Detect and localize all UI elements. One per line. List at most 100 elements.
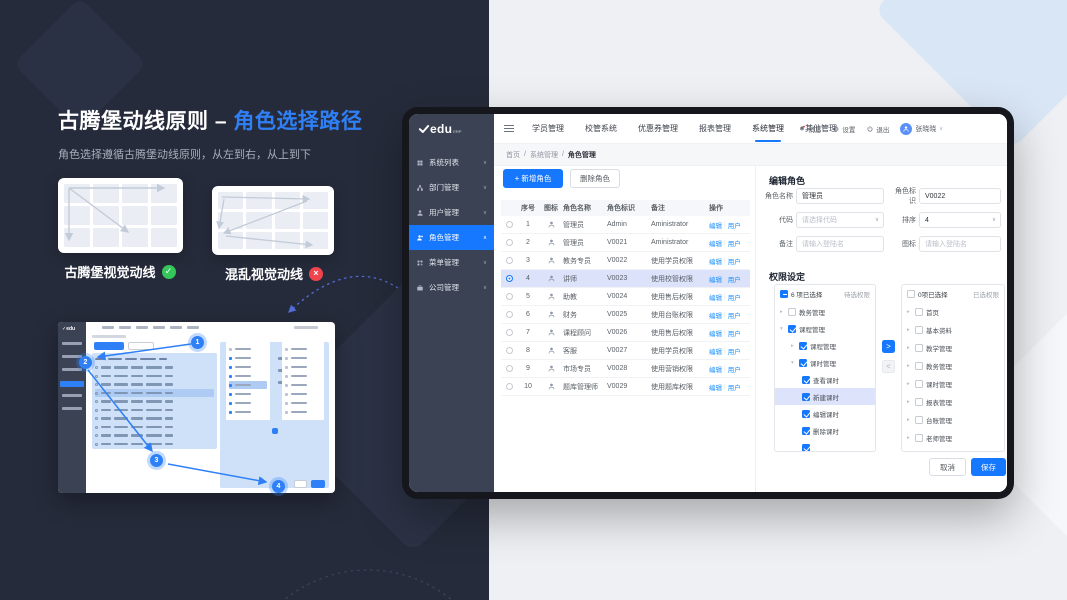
permission-list-item[interactable]: ▸ 教务管理 bbox=[902, 357, 1004, 375]
row-radio[interactable] bbox=[505, 383, 513, 390]
top-nav-item-3[interactable]: 优惠券管理 bbox=[638, 124, 678, 133]
user-link[interactable]: 用户 bbox=[727, 330, 741, 338]
permission-tree-item[interactable]: 查看课时 bbox=[775, 371, 875, 388]
row-radio[interactable] bbox=[505, 293, 513, 300]
table-row[interactable]: 7 课程顾问 V0026 使用售后权限 编辑 | 用户 bbox=[501, 324, 750, 342]
table-row[interactable]: 5 助教 V0024 使用售后权限 编辑 | 用户 bbox=[501, 288, 750, 306]
table-row[interactable]: 8 客服 V0027 使用学员权限 编辑 | 用户 bbox=[501, 342, 750, 360]
row-radio[interactable] bbox=[505, 365, 513, 372]
input-field[interactable]: 请输入登陆名 bbox=[919, 236, 1001, 252]
breadcrumb-item[interactable]: 系统管理 bbox=[529, 151, 558, 159]
edit-link[interactable]: 编辑 bbox=[709, 222, 722, 230]
permission-checkbox[interactable] bbox=[802, 409, 810, 418]
expand-arrow-icon[interactable]: ▸ bbox=[780, 308, 783, 315]
select-field[interactable]: 请选择代码 ∨ bbox=[796, 212, 884, 228]
input-field[interactable]: 请输入登陆名 bbox=[796, 236, 884, 252]
user-link[interactable]: 用户 bbox=[727, 276, 741, 284]
permission-tree-item[interactable] bbox=[775, 439, 875, 451]
expand-arrow-icon[interactable]: ▸ bbox=[907, 381, 910, 387]
expand-arrow-icon[interactable]: ▸ bbox=[907, 399, 910, 405]
user-link[interactable]: 用户 bbox=[727, 312, 741, 320]
permission-tree-item[interactable]: ▾ 课时管理 bbox=[775, 354, 875, 371]
permission-checkbox[interactable] bbox=[788, 324, 796, 333]
permission-list-item[interactable]: ▸ 教学管理 bbox=[902, 339, 1004, 357]
user-link[interactable]: 用户 bbox=[727, 222, 741, 230]
permission-tree-item[interactable]: 编辑课时 bbox=[775, 405, 875, 422]
permission-checkbox[interactable] bbox=[915, 416, 923, 424]
permission-tree-item[interactable]: ▸ 教务管理 bbox=[775, 303, 875, 320]
indeterminate-checkbox[interactable] bbox=[780, 290, 788, 298]
table-row[interactable]: 9 市场专员 V0028 使用营销权限 编辑 | 用户 bbox=[501, 360, 750, 378]
input-field[interactable]: V0022 bbox=[919, 188, 1001, 204]
table-row[interactable]: 3 教务专员 V0022 使用学员权限 编辑 | 用户 bbox=[501, 252, 750, 270]
collapse-arrow-icon[interactable]: ▾ bbox=[780, 325, 783, 332]
input-field[interactable]: 管理员 bbox=[796, 188, 884, 204]
cancel-button[interactable]: 取消 bbox=[929, 458, 966, 476]
edit-link[interactable]: 编辑 bbox=[709, 366, 722, 374]
sidebar-item-2[interactable]: 部门管理 ∨ bbox=[409, 175, 494, 200]
user-link[interactable]: 用户 bbox=[727, 348, 741, 356]
row-radio[interactable] bbox=[505, 329, 513, 336]
permission-checkbox[interactable] bbox=[799, 358, 807, 367]
select-all-checkbox[interactable] bbox=[907, 290, 915, 298]
top-nav-item-1[interactable]: 学员管理 bbox=[532, 124, 564, 133]
save-button[interactable]: 保存 bbox=[971, 458, 1006, 476]
edit-link[interactable]: 编辑 bbox=[709, 276, 722, 284]
top-nav-item-6[interactable]: 其他管理 bbox=[805, 124, 837, 133]
permission-checkbox[interactable] bbox=[802, 443, 810, 451]
topbar-action-退出[interactable]: 退出 bbox=[866, 124, 889, 134]
permission-list-item[interactable]: ▸ 台账管理 bbox=[902, 411, 1004, 429]
permission-checkbox[interactable] bbox=[915, 434, 923, 442]
user-link[interactable]: 用户 bbox=[727, 240, 741, 248]
permission-checkbox[interactable] bbox=[802, 375, 810, 384]
table-row[interactable]: 2 管理员 V0021 Aministrator 编辑 | 用户 bbox=[501, 234, 750, 252]
permission-checkbox[interactable] bbox=[799, 341, 807, 350]
permission-tree-item[interactable]: 删除课时 bbox=[775, 422, 875, 439]
permission-checkbox[interactable] bbox=[915, 308, 923, 316]
permission-list-item[interactable]: ▸ 报表管理 bbox=[902, 393, 1004, 411]
permission-checkbox[interactable] bbox=[915, 362, 923, 370]
permission-list-item[interactable]: ▸ 课时管理 bbox=[902, 375, 1004, 393]
expand-arrow-icon[interactable]: ▸ bbox=[907, 309, 910, 315]
permission-checkbox[interactable] bbox=[802, 392, 810, 401]
edit-link[interactable]: 编辑 bbox=[709, 330, 722, 338]
table-row[interactable]: 1 管理员 Admin Aministrator 编辑 | 用户 bbox=[501, 216, 750, 234]
top-nav-item-2[interactable]: 校管系统 bbox=[585, 124, 617, 133]
permission-list-item[interactable]: ▸ 老师管理 bbox=[902, 429, 1004, 447]
row-radio[interactable] bbox=[505, 347, 513, 354]
edit-link[interactable]: 编辑 bbox=[709, 312, 722, 320]
permission-checkbox[interactable] bbox=[915, 344, 923, 352]
user-link[interactable]: 用户 bbox=[727, 384, 741, 392]
permission-checkbox[interactable] bbox=[788, 307, 796, 316]
top-nav-item-5[interactable]: 系统管理 bbox=[752, 124, 784, 142]
hamburger-icon[interactable] bbox=[504, 124, 514, 133]
sidebar-item-6[interactable]: 公司管理 ∨ bbox=[409, 275, 494, 300]
edit-link[interactable]: 编辑 bbox=[709, 240, 722, 248]
table-row[interactable]: 10 题库管理师 V0029 使用题库权限 编辑 | 用户 bbox=[501, 378, 750, 396]
expand-arrow-icon[interactable]: ▸ bbox=[791, 342, 794, 349]
user-link[interactable]: 用户 bbox=[727, 258, 741, 266]
permission-tree-item[interactable]: ▸ 课程管理 bbox=[775, 337, 875, 354]
topbar-action-设置[interactable]: 设置 bbox=[832, 124, 855, 134]
sidebar-item-1[interactable]: 系统列表 ∨ bbox=[409, 150, 494, 175]
expand-arrow-icon[interactable]: ▸ bbox=[907, 435, 910, 441]
permission-tree-item[interactable]: 新建课时 bbox=[775, 388, 875, 405]
expand-arrow-icon[interactable]: ▸ bbox=[907, 417, 910, 423]
add-role-button[interactable]: + 新增角色 bbox=[503, 169, 563, 188]
move-right-button[interactable]: > bbox=[882, 340, 895, 353]
row-radio[interactable] bbox=[505, 239, 513, 246]
breadcrumb-item[interactable]: 首页 bbox=[506, 151, 520, 159]
expand-arrow-icon[interactable]: ▸ bbox=[907, 363, 910, 369]
permission-tree-item[interactable]: ▾ 课程管理 bbox=[775, 320, 875, 337]
edit-link[interactable]: 编辑 bbox=[709, 348, 722, 356]
user-link[interactable]: 用户 bbox=[727, 366, 741, 374]
permission-list-item[interactable]: ▸ 首页 bbox=[902, 303, 1004, 321]
row-radio[interactable] bbox=[505, 221, 513, 228]
permission-checkbox[interactable] bbox=[802, 426, 810, 435]
permission-checkbox[interactable] bbox=[915, 380, 923, 388]
expand-arrow-icon[interactable]: ▸ bbox=[907, 327, 910, 333]
collapse-arrow-icon[interactable]: ▾ bbox=[791, 359, 794, 366]
row-radio[interactable] bbox=[505, 257, 513, 264]
permission-checkbox[interactable] bbox=[915, 326, 923, 334]
sidebar-item-3[interactable]: 用户管理 ∨ bbox=[409, 200, 494, 225]
